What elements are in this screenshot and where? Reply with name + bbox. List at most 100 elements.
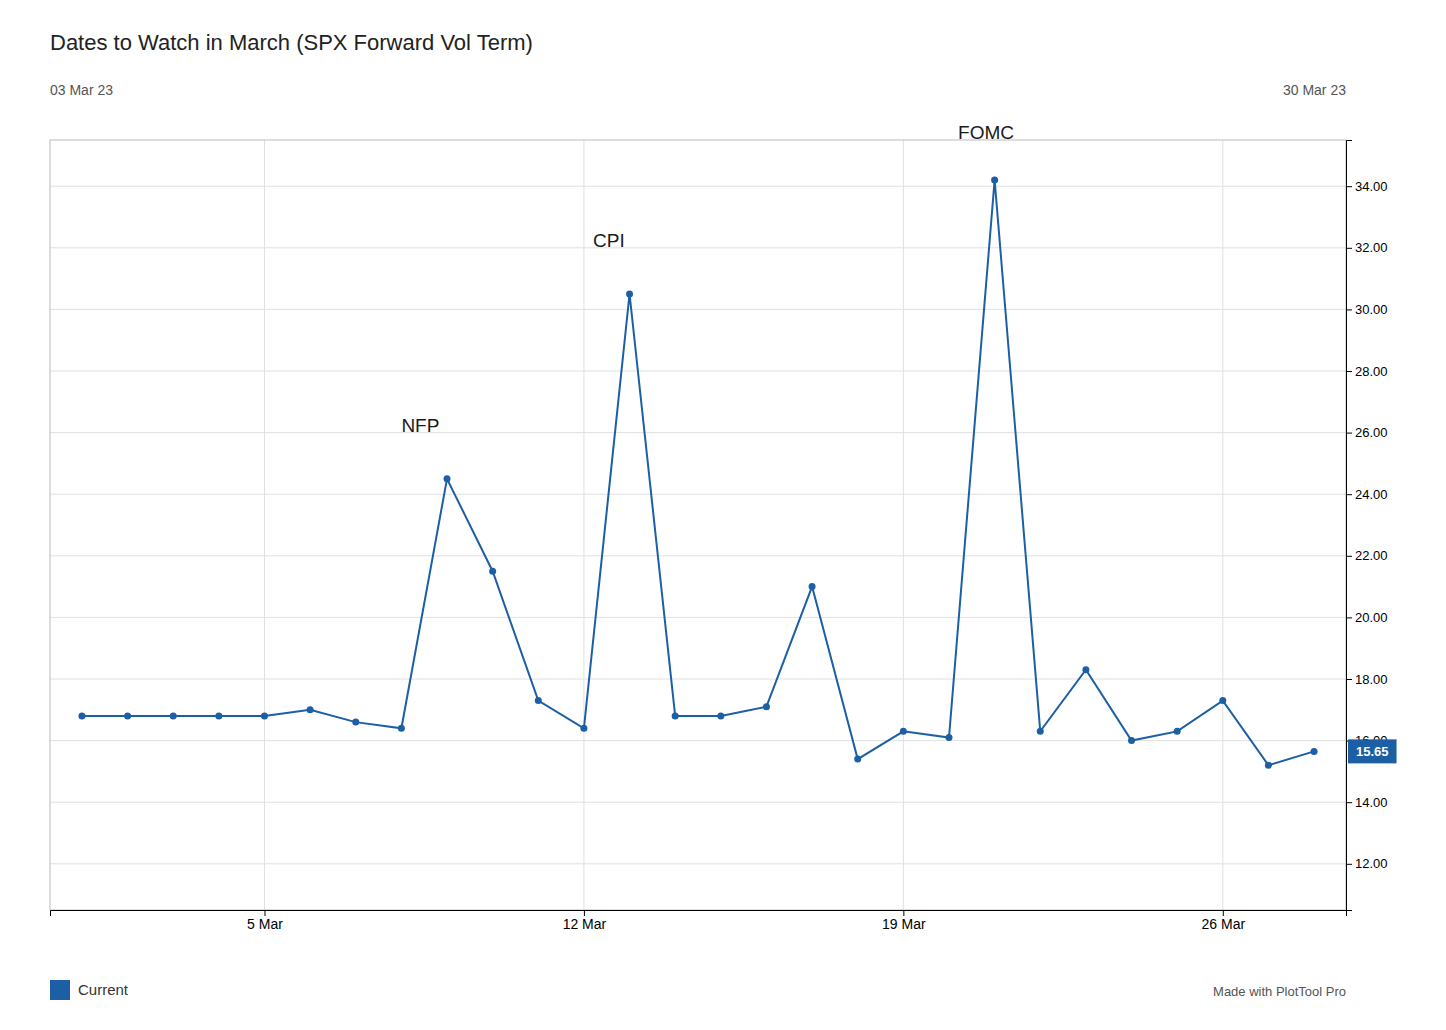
series-point	[444, 475, 451, 482]
grid-line-y	[50, 371, 1346, 372]
y-tick-label: 32.00	[1355, 240, 1388, 255]
legend-label: Current	[78, 981, 129, 998]
y-tick: 22.00	[1346, 548, 1388, 563]
x-axis: 5 Mar 12 Mar 19 Mar 26 Mar	[51, 910, 1347, 932]
y-tick: 26.00	[1346, 425, 1388, 440]
series-point	[900, 728, 907, 735]
x-axis-line	[51, 911, 1347, 917]
series-point	[1311, 748, 1318, 755]
y-tick-label: 18.00	[1355, 672, 1388, 687]
series-point	[763, 703, 770, 710]
series-point	[1128, 737, 1135, 744]
y-tick-label: 24.00	[1355, 487, 1388, 502]
series-point	[1037, 728, 1044, 735]
y-tick-mark	[1346, 864, 1352, 865]
y-tick-mark	[1346, 802, 1352, 803]
y-tick-mark	[1346, 371, 1352, 372]
last-value-box	[1348, 739, 1397, 763]
grid-line-x	[1222, 140, 1223, 910]
y-tick-label: 20.00	[1355, 610, 1388, 625]
y-tick-mark	[1346, 248, 1352, 249]
series-point	[261, 712, 268, 719]
x-tick-label: 26 Mar	[1201, 916, 1245, 932]
x-tick: 26 Mar	[1201, 910, 1245, 932]
series-point	[535, 697, 542, 704]
series-line	[82, 180, 1314, 765]
chart: Dates to Watch in March (SPX Forward Vol…	[0, 0, 1446, 1030]
y-tick-mark	[1346, 617, 1352, 618]
y-tick-label: 22.00	[1355, 548, 1388, 563]
series-point	[854, 756, 861, 763]
series-point	[991, 177, 998, 184]
y-tick: 18.00	[1346, 672, 1388, 687]
series-point	[945, 734, 952, 741]
y-tick-mark	[1346, 433, 1352, 434]
series-point	[398, 725, 405, 732]
x-tick-label: 12 Mar	[563, 916, 607, 932]
y-tick-mark	[1346, 186, 1352, 187]
legend-swatch	[50, 980, 70, 1000]
y-tick-label: 12.00	[1355, 856, 1388, 871]
grid-line-y	[50, 679, 1346, 680]
grid-line-x	[903, 140, 904, 910]
x-tick: 5 Mar	[247, 910, 283, 932]
legend: Current	[50, 980, 129, 1000]
series-point	[626, 291, 633, 298]
grid-line-y	[50, 555, 1346, 556]
x-tick: 12 Mar	[563, 910, 607, 932]
grid-line-y	[50, 802, 1346, 803]
y-tick: 12.00	[1346, 856, 1388, 871]
series-point	[580, 725, 587, 732]
series-point	[1219, 697, 1226, 704]
y-tick-label: 28.00	[1355, 364, 1388, 379]
y-tick: 30.00	[1346, 302, 1388, 317]
x-tick: 19 Mar	[882, 910, 926, 932]
y-tick-label: 34.00	[1355, 179, 1388, 194]
y-tick: 34.00	[1346, 179, 1388, 194]
annotation: FOMC	[958, 122, 1014, 143]
marks	[78, 177, 1317, 769]
y-tick-label: 26.00	[1355, 425, 1388, 440]
series-point	[809, 583, 816, 590]
watermark: Made with PlotTool Pro	[1213, 984, 1346, 999]
grid-line-y	[50, 186, 1346, 187]
series-point	[489, 568, 496, 575]
series-point	[717, 712, 724, 719]
y-tick: 24.00	[1346, 487, 1388, 502]
plot: 5 Mar12 Mar19 Mar26 Mar12.0014.0016.0018…	[50, 82, 1397, 932]
header-right: 30 Mar 23	[1283, 82, 1346, 98]
y-tick-label: 14.00	[1355, 795, 1388, 810]
series-point	[124, 712, 131, 719]
grid-line-x	[583, 140, 584, 910]
legend-item: Current	[50, 980, 129, 1000]
series-point	[170, 712, 177, 719]
annotation: CPI	[593, 230, 625, 251]
grid-line-y	[50, 863, 1346, 864]
series-point	[78, 712, 85, 719]
grid	[50, 140, 1346, 910]
last-value-label: 15.65	[1348, 739, 1397, 763]
title: Dates to Watch in March (SPX Forward Vol…	[50, 30, 533, 55]
x-tick-label: 19 Mar	[882, 916, 926, 932]
y-axis: 12.0014.0016.0018.0020.0022.0024.0026.00…	[1346, 141, 1388, 911]
grid-line-y	[50, 309, 1346, 310]
y-tick-mark	[1346, 556, 1352, 557]
grid-line-y	[50, 432, 1346, 433]
y-tick: 32.00	[1346, 240, 1388, 255]
series-point	[352, 719, 359, 726]
y-tick-mark	[1346, 494, 1352, 495]
y-tick: 20.00	[1346, 610, 1388, 625]
y-tick: 14.00	[1346, 795, 1388, 810]
series-point	[1265, 762, 1272, 769]
header-left: 03 Mar 23	[50, 82, 113, 98]
series-point	[1174, 728, 1181, 735]
y-tick-mark	[1346, 309, 1352, 310]
grid-line-y	[50, 247, 1346, 248]
grid-line-x	[264, 140, 265, 910]
y-tick-label: 30.00	[1355, 302, 1388, 317]
y-axis-line	[1347, 141, 1353, 911]
series-point	[215, 712, 222, 719]
grid-line-y	[50, 740, 1346, 741]
annotation: NFP	[401, 415, 439, 436]
last-value-text: 15.65	[1356, 744, 1389, 759]
